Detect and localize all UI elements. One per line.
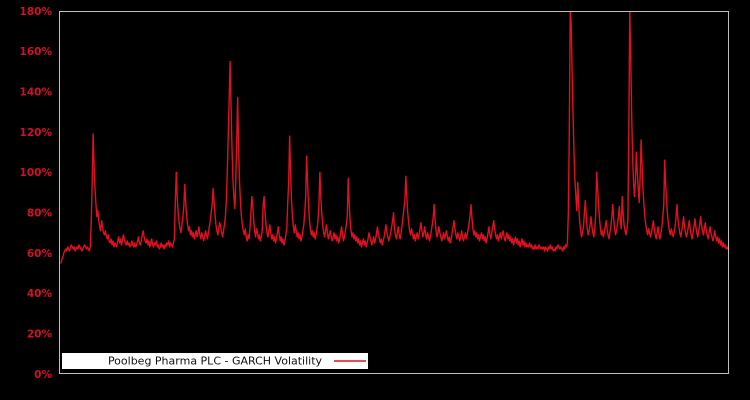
legend-label-garch-volatility: Poolbeg Pharma PLC - GARCH Volatility — [108, 355, 323, 368]
y-tick-label-100pct: 100% — [20, 167, 53, 179]
series-group — [60, 12, 728, 264]
y-tick-label-180pct: 180% — [20, 6, 53, 18]
legend-background — [62, 353, 368, 369]
y-tick-label-120pct: 120% — [20, 127, 53, 139]
y-tick-label-20pct: 20% — [27, 328, 53, 340]
y-tick-label-60pct: 60% — [27, 248, 53, 260]
y-tick-label-140pct: 140% — [20, 86, 53, 98]
chart-legend[interactable]: Poolbeg Pharma PLC - GARCH Volatility — [62, 353, 368, 369]
y-axis-tick-labels: 0% 20% 40% 60% 80% 100% 120% 140% 160% 180% — [20, 6, 53, 381]
y-tick-label-0pct: 0% — [34, 369, 52, 381]
y-tick-label-160pct: 160% — [20, 46, 53, 58]
plot-area-frame — [59, 11, 729, 374]
y-tick-label-80pct: 80% — [27, 207, 53, 219]
garch-volatility-line — [60, 12, 728, 264]
y-tick-label-40pct: 40% — [27, 288, 53, 300]
